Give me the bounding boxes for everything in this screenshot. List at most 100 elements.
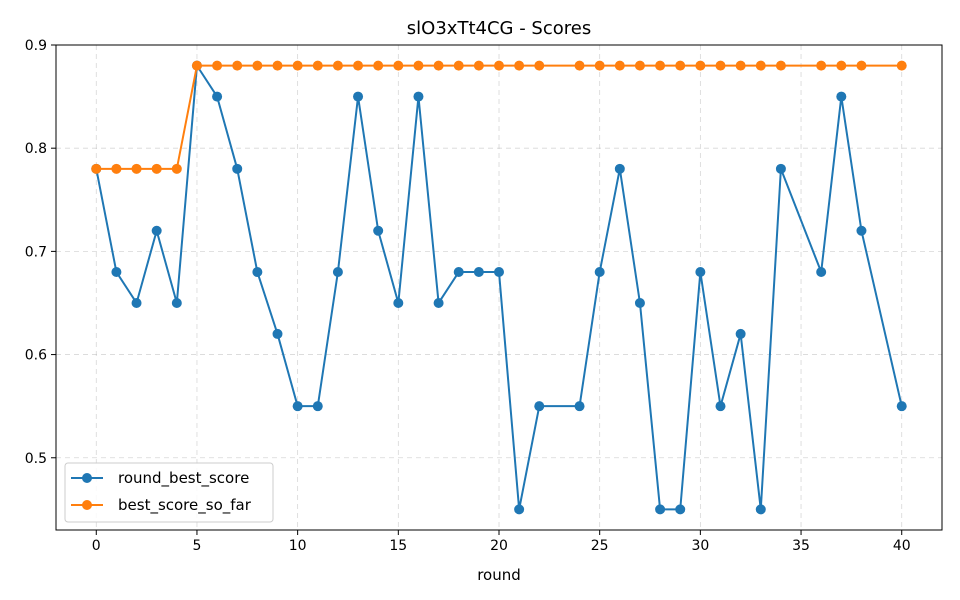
legend-box <box>64 462 274 523</box>
data-point <box>856 225 867 236</box>
data-point <box>212 60 223 71</box>
data-point <box>111 163 122 174</box>
data-point <box>292 401 303 412</box>
data-point <box>655 60 666 71</box>
data-point <box>312 401 323 412</box>
legend-marker <box>82 473 92 483</box>
data-point <box>473 60 484 71</box>
data-point <box>594 267 605 278</box>
data-point <box>393 60 404 71</box>
grid <box>56 44 942 530</box>
data-point <box>574 60 585 71</box>
data-point <box>614 163 625 174</box>
ticks: 0 5 10 15 20 25 30 35 40 0.5 0.6 0.7 0.8 0.9 <box>25 38 911 554</box>
data-point <box>614 60 625 71</box>
data-point <box>534 401 545 412</box>
data-point <box>332 60 343 71</box>
data-point <box>856 60 867 71</box>
data-point <box>634 60 645 71</box>
data-point <box>373 60 384 71</box>
data-point <box>755 504 766 515</box>
data-point <box>675 60 686 71</box>
data-point <box>836 91 847 102</box>
data-point <box>212 91 223 102</box>
x-tick-label: 25 <box>591 538 609 554</box>
data-point <box>775 60 786 71</box>
data-point <box>735 328 746 339</box>
data-point <box>353 60 364 71</box>
data-point <box>373 225 384 236</box>
data-point <box>232 60 243 71</box>
data-point <box>413 60 424 71</box>
data-point <box>675 504 686 515</box>
legend-marker <box>82 500 92 510</box>
data-point <box>574 401 585 412</box>
data-point <box>695 60 706 71</box>
data-point <box>171 163 182 174</box>
data-point <box>272 60 283 71</box>
y-tick-label: 0.6 <box>25 348 47 364</box>
data-point <box>413 91 424 102</box>
data-point <box>755 60 766 71</box>
data-point <box>634 297 645 308</box>
data-point <box>433 297 444 308</box>
legend-label: round_best_score <box>118 469 249 488</box>
data-point <box>332 267 343 278</box>
legend-label: best_score_so_far <box>118 496 252 515</box>
data-point <box>232 163 243 174</box>
series-round_best_score <box>91 60 907 515</box>
x-tick-label: 30 <box>691 538 709 554</box>
series-best_score_so_far <box>91 60 907 174</box>
x-tick-label: 35 <box>792 538 810 554</box>
data-point <box>433 60 444 71</box>
data-point <box>695 267 706 278</box>
data-point <box>453 267 464 278</box>
data-point <box>292 60 303 71</box>
x-tick-label: 0 <box>92 538 101 554</box>
x-tick-label: 10 <box>289 538 307 554</box>
data-point <box>131 163 142 174</box>
x-axis-label: round <box>477 566 521 584</box>
data-point <box>353 91 364 102</box>
data-point <box>272 328 283 339</box>
y-tick-label: 0.7 <box>25 244 47 260</box>
data-point <box>111 267 122 278</box>
x-tick-label: 5 <box>192 538 201 554</box>
data-point <box>312 60 323 71</box>
data-point <box>514 504 525 515</box>
data-point <box>514 60 525 71</box>
data-point <box>151 225 162 236</box>
series-line <box>95 64 903 511</box>
data-point <box>171 297 182 308</box>
data-point <box>191 60 202 71</box>
legend-item: best_score_so_far <box>71 496 252 515</box>
data-point <box>252 60 263 71</box>
data-point <box>151 163 162 174</box>
data-point <box>91 163 102 174</box>
data-point <box>494 60 504 71</box>
legend-item: round_best_score <box>71 469 249 488</box>
data-point <box>594 60 605 71</box>
y-tick-label: 0.8 <box>25 141 47 157</box>
data-point <box>252 267 263 278</box>
data-point <box>473 267 484 278</box>
data-point <box>816 60 827 71</box>
data-point <box>896 401 907 412</box>
data-point <box>534 60 545 71</box>
data-point <box>453 60 464 71</box>
x-tick-label: 15 <box>389 538 407 554</box>
data-point <box>896 60 907 71</box>
y-tick-label: 0.9 <box>25 38 47 54</box>
data-point <box>131 297 142 308</box>
data-point <box>655 504 666 515</box>
data-point <box>775 163 786 174</box>
legend: round_best_score best_score_so_far <box>64 462 274 523</box>
data-point <box>715 401 726 412</box>
y-tick-label: 0.5 <box>25 451 47 467</box>
data-point <box>715 60 726 71</box>
data-point <box>836 60 847 71</box>
data-point <box>494 267 504 278</box>
chart-title: slO3xTt4CG - Scores <box>407 18 591 39</box>
data-point <box>816 267 827 278</box>
